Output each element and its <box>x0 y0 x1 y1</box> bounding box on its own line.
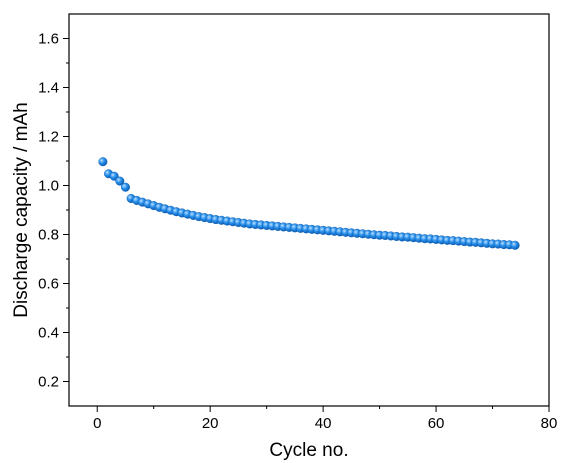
data-point <box>115 176 125 186</box>
x-tick-label: 40 <box>315 415 332 432</box>
data-point <box>120 182 130 192</box>
y-tick-label: 1.6 <box>38 31 59 48</box>
x-tick-label: 60 <box>428 415 445 432</box>
y-tick-label: 0.8 <box>38 227 59 244</box>
data-point <box>98 157 108 167</box>
y-axis-title: Discharge capacity / mAh <box>11 102 32 317</box>
x-tick-label: 0 <box>93 415 101 432</box>
y-tick-label: 1.0 <box>38 178 59 195</box>
y-tick-label: 1.2 <box>38 129 59 146</box>
y-tick-label: 0.6 <box>38 276 59 293</box>
y-tick-label: 1.4 <box>38 80 59 97</box>
plot-frame <box>68 13 550 407</box>
data-point <box>510 240 520 250</box>
y-tick-label: 0.2 <box>38 374 59 391</box>
x-tick-label: 80 <box>541 415 558 432</box>
x-axis-title: Cycle no. <box>269 440 348 461</box>
y-tick-label: 0.4 <box>38 325 59 342</box>
x-tick-label: 20 <box>202 415 219 432</box>
